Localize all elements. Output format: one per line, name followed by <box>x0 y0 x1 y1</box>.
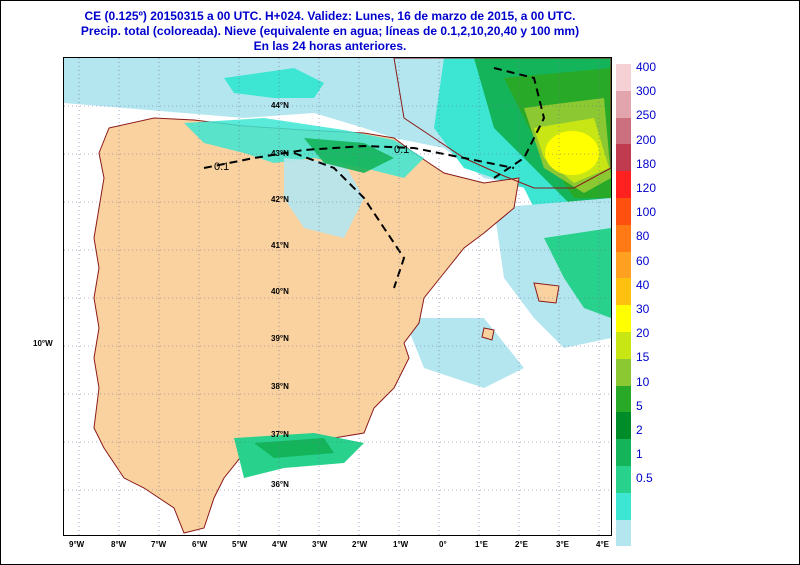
lat-label-38: 38°N <box>271 382 289 391</box>
legend-label: 2 <box>636 423 643 437</box>
lon-label-1e: 1°E <box>475 540 488 549</box>
legend-swatch <box>616 492 631 520</box>
lon-label-0: 0° <box>439 540 447 549</box>
legend-label: 0.5 <box>636 471 653 486</box>
legend-label: 400 <box>636 60 657 74</box>
precip-max-zone <box>545 131 599 175</box>
legend-swatch <box>616 439 631 466</box>
legend-swatch <box>616 305 631 332</box>
legend-label: 300 <box>636 84 657 99</box>
lat-label-42: 42°N <box>271 195 289 204</box>
contour-label-1: 0.1 <box>214 161 229 173</box>
legend-label: 60 <box>636 253 650 268</box>
legend-swatch <box>616 466 631 493</box>
legend-label: 5 <box>636 398 643 413</box>
legend-swatch <box>616 198 631 225</box>
legend-swatch <box>616 332 631 359</box>
legend-swatch <box>616 412 631 440</box>
legend-swatch <box>616 90 631 118</box>
lon-label-8w: 8°W <box>111 540 127 549</box>
snow-contour-3 <box>493 67 546 179</box>
lon-label-3e: 3°E <box>556 540 569 549</box>
precip-zone-cantabrian <box>224 68 324 98</box>
lon-label-2e: 2°E <box>515 540 528 549</box>
lon-label-6w: 6°W <box>192 540 208 549</box>
legend-label: 40 <box>636 277 650 292</box>
legend-swatch <box>616 171 631 198</box>
legend-swatch <box>616 251 631 279</box>
legend-swatch <box>616 358 631 386</box>
legend-swatch <box>616 117 631 145</box>
lat-label-39: 39°N <box>271 334 289 343</box>
lon-label-3w: 3°W <box>312 540 328 549</box>
legend-label: 10 <box>636 374 650 389</box>
legend-label: 80 <box>636 229 650 244</box>
precip-zone-andalucia-2 <box>254 438 334 458</box>
legend-swatch <box>616 385 631 413</box>
lon-label-4w: 4°W <box>272 540 288 549</box>
snow-contour-2 <box>293 152 406 289</box>
precip-zone-mediterranean-2 <box>544 228 611 318</box>
lon-label-1w: 1°W <box>393 540 409 549</box>
title-line-3: En las 24 horas anteriores. <box>253 39 407 53</box>
precipitation-map: 0.1 0.1 <box>63 57 612 536</box>
lon-label-9w: 9°W <box>69 540 85 549</box>
legend-swatch <box>616 278 631 306</box>
legend-label: 180 <box>636 156 657 171</box>
legend-label: 15 <box>636 350 650 365</box>
lat-label-36: 36°N <box>271 480 289 489</box>
longitude-side-label: 10°W <box>33 339 53 348</box>
snow-contour-1 <box>203 144 515 169</box>
legend-label: 20 <box>636 326 650 341</box>
lon-label-7w: 7°W <box>151 540 167 549</box>
title-line-2: Precip. total (coloreada). Nieve (equiva… <box>80 24 580 38</box>
legend-label: 200 <box>636 132 657 147</box>
legend-swatch <box>616 144 631 172</box>
legend-label: 120 <box>636 181 657 195</box>
lon-label-4e: 4°E <box>596 540 609 549</box>
lat-label-43: 43°N <box>271 149 289 158</box>
title-line-1: CE (0.125º) 20150315 a 00 UTC. H+024. Va… <box>84 9 576 23</box>
lat-label-37: 37°N <box>271 430 289 439</box>
lat-label-44: 44°N <box>271 101 289 110</box>
lat-label-40: 40°N <box>271 287 289 296</box>
legend-label: 1 <box>636 447 643 462</box>
legend-label: 250 <box>636 108 657 123</box>
legend-label: 100 <box>636 205 657 220</box>
legend-swatch <box>616 519 631 547</box>
precip-zone-valencia <box>404 318 524 388</box>
lat-label-41: 41°N <box>271 241 289 250</box>
legend-label: 30 <box>636 302 650 316</box>
lon-label-2w: 2°W <box>352 540 368 549</box>
legend-swatch <box>616 64 631 91</box>
legend-swatch <box>616 224 631 252</box>
map-canvas: 0.1 0.1 <box>64 58 611 535</box>
lon-label-5w: 5°W <box>232 540 248 549</box>
ibiza <box>481 327 495 341</box>
contour-label-2: 0.1 <box>394 144 409 156</box>
